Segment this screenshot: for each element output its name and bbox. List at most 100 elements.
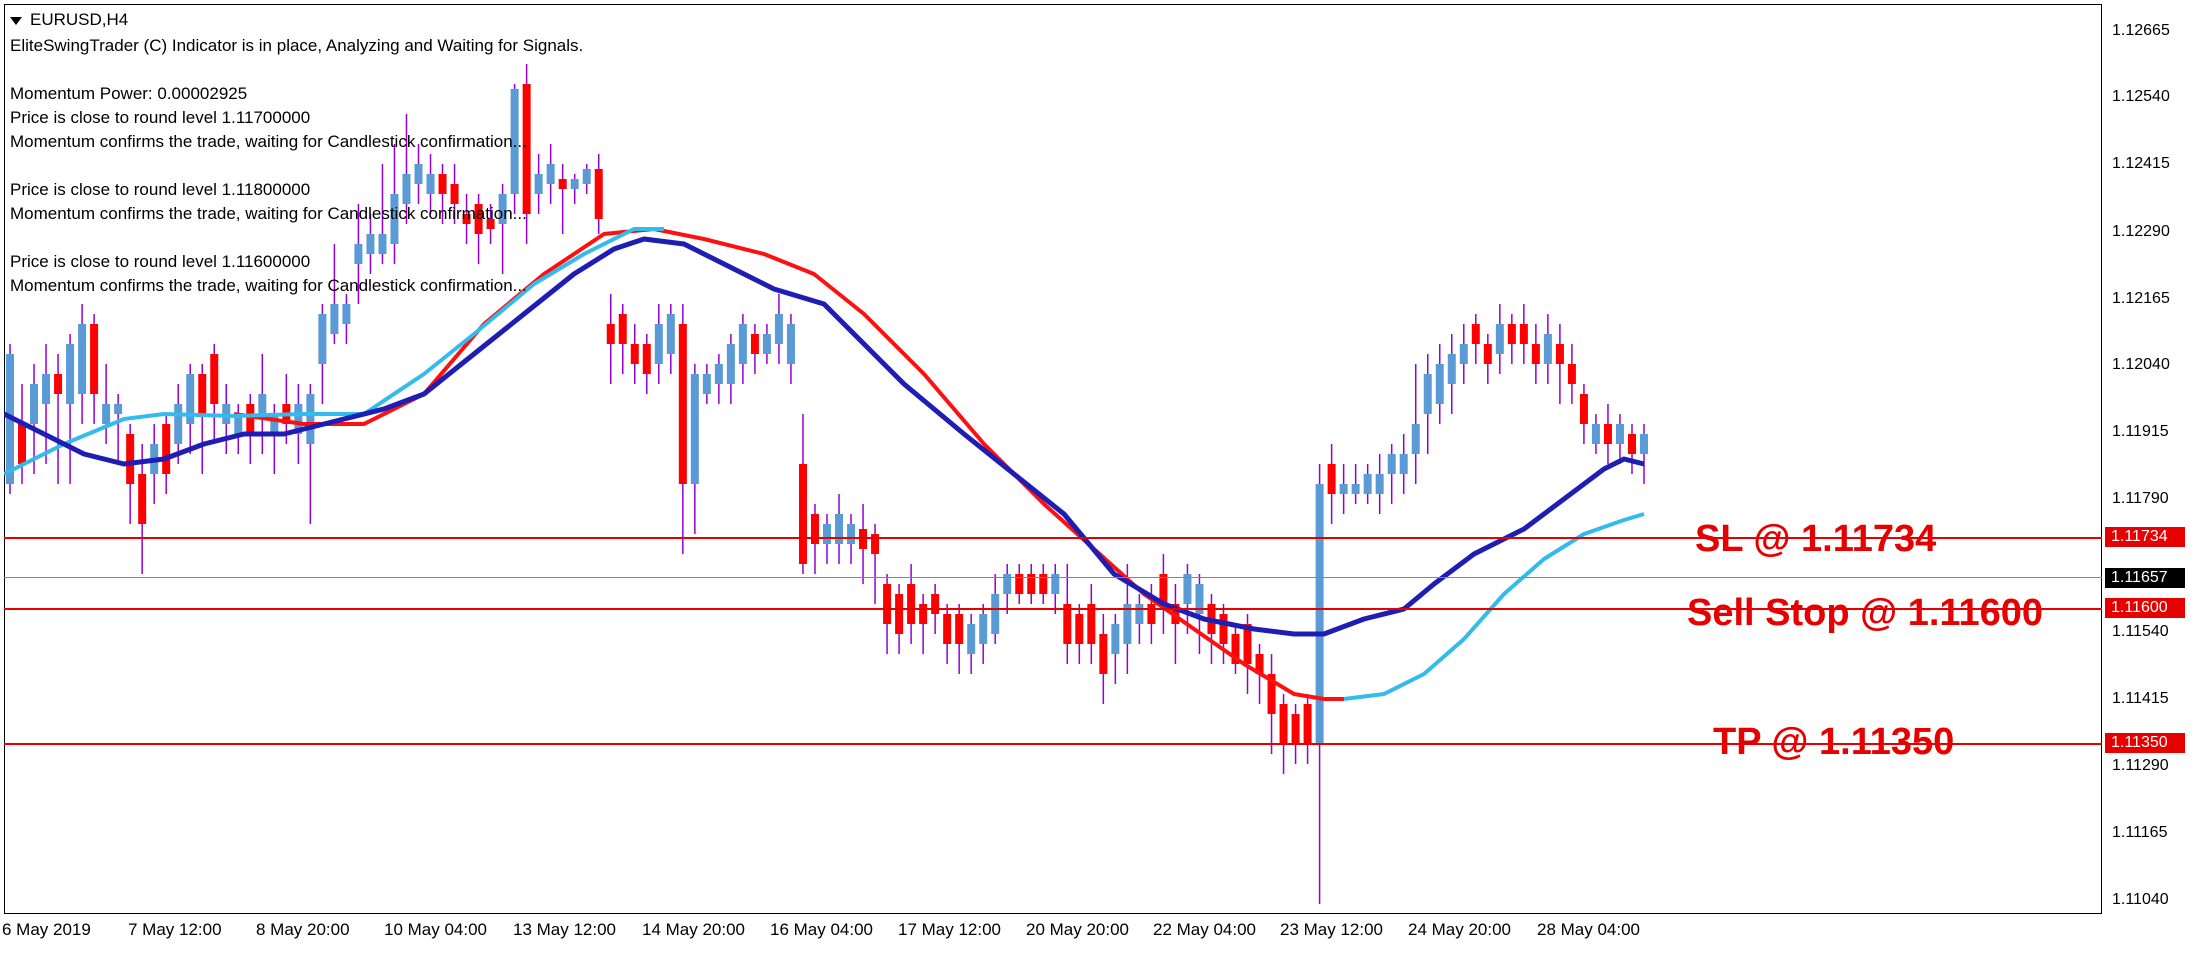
bearish-candle: [1555, 344, 1564, 364]
bearish-candle: [1567, 364, 1576, 384]
bullish-candle: [30, 384, 39, 424]
status-line: Momentum confirms the trade, waiting for…: [10, 204, 527, 223]
bearish-candle: [907, 584, 916, 624]
bullish-candle: [654, 324, 663, 364]
bullish-candle: [102, 404, 111, 424]
bullish-candle: [1615, 424, 1624, 444]
status-line: Price is close to round level 1.11600000: [10, 252, 311, 271]
status-line: Momentum confirms the trade, waiting for…: [10, 276, 527, 295]
bullish-candle: [498, 194, 507, 224]
bearish-candle: [1147, 604, 1156, 624]
price-chart: [4, 64, 1648, 904]
price-scale-label: 1.11290: [2112, 757, 2169, 774]
bullish-candle: [582, 169, 591, 184]
bearish-candle: [522, 84, 531, 214]
bearish-candle: [919, 604, 928, 624]
bearish-candle: [126, 434, 135, 484]
bullish-candle: [426, 174, 435, 194]
bullish-candle: [1003, 574, 1012, 594]
bearish-candle: [450, 184, 459, 204]
time-scale-label: 23 May 12:00: [1280, 920, 1384, 939]
tp-level-line[interactable]: [4, 743, 2102, 745]
bullish-candle: [66, 344, 75, 404]
bearish-candle: [1075, 614, 1084, 644]
plot-area[interactable]: [4, 4, 2102, 914]
bullish-candle: [1640, 434, 1648, 454]
bullish-candle: [967, 624, 976, 654]
bullish-candle: [1183, 574, 1192, 604]
bearish-candle: [1243, 624, 1252, 664]
bearish-candle: [1267, 674, 1276, 714]
sl-level-line[interactable]: [4, 537, 2102, 539]
bullish-candle: [666, 314, 675, 354]
bullish-candle: [823, 524, 831, 544]
bearish-candle: [1507, 324, 1516, 344]
bearish-candle: [1219, 614, 1228, 644]
right-edge: [2190, 4, 2200, 914]
price-scale-label: 1.12165: [2112, 290, 2170, 307]
bullish-candle: [1351, 484, 1360, 494]
bullish-candle: [690, 374, 699, 484]
bearish-candle: [1255, 654, 1264, 674]
slow-moving-average: [233, 227, 1344, 701]
bullish-candle: [1423, 374, 1432, 414]
entry-level-line[interactable]: [4, 608, 2102, 610]
bearish-candle: [883, 584, 892, 624]
bullish-candle: [114, 404, 123, 414]
bullish-candle: [1315, 484, 1324, 744]
time-scale-label: 7 May 12:00: [128, 920, 222, 939]
bullish-candle: [234, 414, 243, 434]
bullish-candle: [174, 404, 183, 444]
price-scale-label: 1.11540: [2112, 623, 2169, 640]
bearish-candle: [90, 324, 99, 394]
time-scale-label: 8 May 20:00: [256, 920, 350, 939]
bearish-candle: [1159, 574, 1168, 604]
bearish-candle: [246, 404, 255, 434]
bullish-candle: [366, 234, 375, 254]
fast-moving-average: [4, 236, 1645, 637]
bearish-candle: [210, 354, 219, 404]
bearish-candle: [1519, 324, 1528, 344]
bearish-candle: [931, 594, 940, 614]
time-scale-label: 17 May 12:00: [898, 920, 1002, 939]
bearish-candle: [1279, 704, 1288, 744]
symbol-header[interactable]: EURUSD,H4: [10, 10, 128, 30]
bearish-candle: [1303, 704, 1312, 744]
bullish-candle: [835, 514, 844, 544]
bearish-candle: [618, 314, 627, 344]
symbol-label: EURUSD,H4: [30, 10, 129, 29]
bearish-candle: [955, 614, 964, 644]
price-scale-label: 1.12540: [2112, 88, 2170, 105]
status-line: Price is close to round level 1.11800000: [10, 180, 311, 199]
bearish-candle: [1483, 344, 1492, 364]
bullish-candle: [1411, 424, 1420, 454]
bullish-candle: [1111, 624, 1120, 654]
status-line: EliteSwingTrader (C) Indicator is in pla…: [10, 36, 584, 55]
bearish-candle: [1531, 344, 1540, 364]
bearish-candle: [1087, 604, 1096, 644]
bullish-candle: [1135, 604, 1144, 624]
bullish-candle: [270, 414, 279, 434]
bearish-candle: [162, 424, 171, 474]
bearish-candle: [1099, 634, 1108, 674]
price-scale-label: 1.11415: [2112, 690, 2169, 707]
bearish-candle: [810, 514, 819, 544]
sl-price-tag: 1.11734: [2105, 527, 2185, 547]
sl-annotation: SL @ 1.11734: [1695, 518, 1937, 560]
bullish-candle: [786, 324, 795, 364]
bullish-candle: [354, 244, 363, 264]
dropdown-triangle-icon[interactable]: [10, 16, 22, 25]
bullish-candle: [1387, 454, 1396, 474]
bearish-candle: [1327, 464, 1336, 494]
bullish-candle: [294, 404, 303, 434]
bullish-candle: [738, 324, 747, 364]
status-line: Momentum confirms the trade, waiting for…: [10, 132, 527, 151]
bullish-candle: [306, 394, 315, 444]
bearish-candle: [474, 204, 483, 234]
entry-annotation: Sell Stop @ 1.11600: [1687, 592, 2044, 634]
bullish-candle: [714, 364, 723, 384]
bearish-candle: [750, 334, 759, 354]
bullish-candle: [390, 194, 399, 244]
current-price-tag: 1.11657: [2105, 568, 2185, 588]
